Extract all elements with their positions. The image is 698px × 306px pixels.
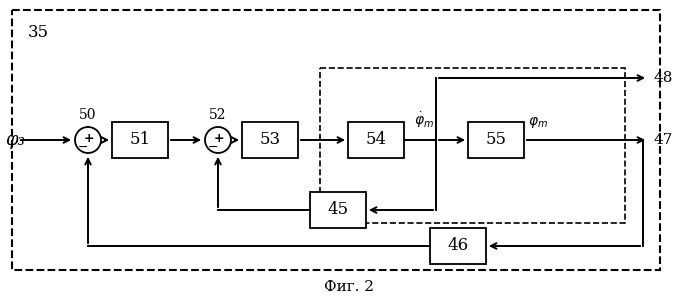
Circle shape [75, 127, 101, 153]
Bar [320, 68, 625, 223]
Text: 45: 45 [327, 201, 348, 218]
Text: 48: 48 [653, 71, 672, 85]
Text: Фиг. 2: Фиг. 2 [324, 280, 374, 294]
Bar [310, 192, 366, 228]
Text: 35: 35 [28, 24, 49, 41]
Circle shape [205, 127, 231, 153]
Bar [430, 228, 486, 264]
Text: +: + [214, 132, 224, 145]
Text: 54: 54 [366, 132, 387, 148]
Bar [242, 122, 298, 158]
Text: −: − [208, 140, 218, 154]
Text: −: − [77, 140, 88, 154]
Text: 50: 50 [80, 108, 97, 122]
Bar [12, 10, 660, 270]
Bar [112, 122, 168, 158]
Bar [468, 122, 524, 158]
Text: 46: 46 [447, 237, 468, 255]
Bar [348, 122, 404, 158]
Text: 51: 51 [129, 132, 151, 148]
Text: φ₃: φ₃ [5, 131, 25, 149]
Text: 55: 55 [486, 132, 507, 148]
Text: 53: 53 [260, 132, 281, 148]
Text: $\dot{\varphi}_m$: $\dot{\varphi}_m$ [414, 110, 434, 130]
Text: 52: 52 [209, 108, 227, 122]
Text: $\varphi_m$: $\varphi_m$ [528, 115, 548, 130]
Text: 47: 47 [653, 133, 672, 147]
Text: +: + [84, 132, 94, 145]
